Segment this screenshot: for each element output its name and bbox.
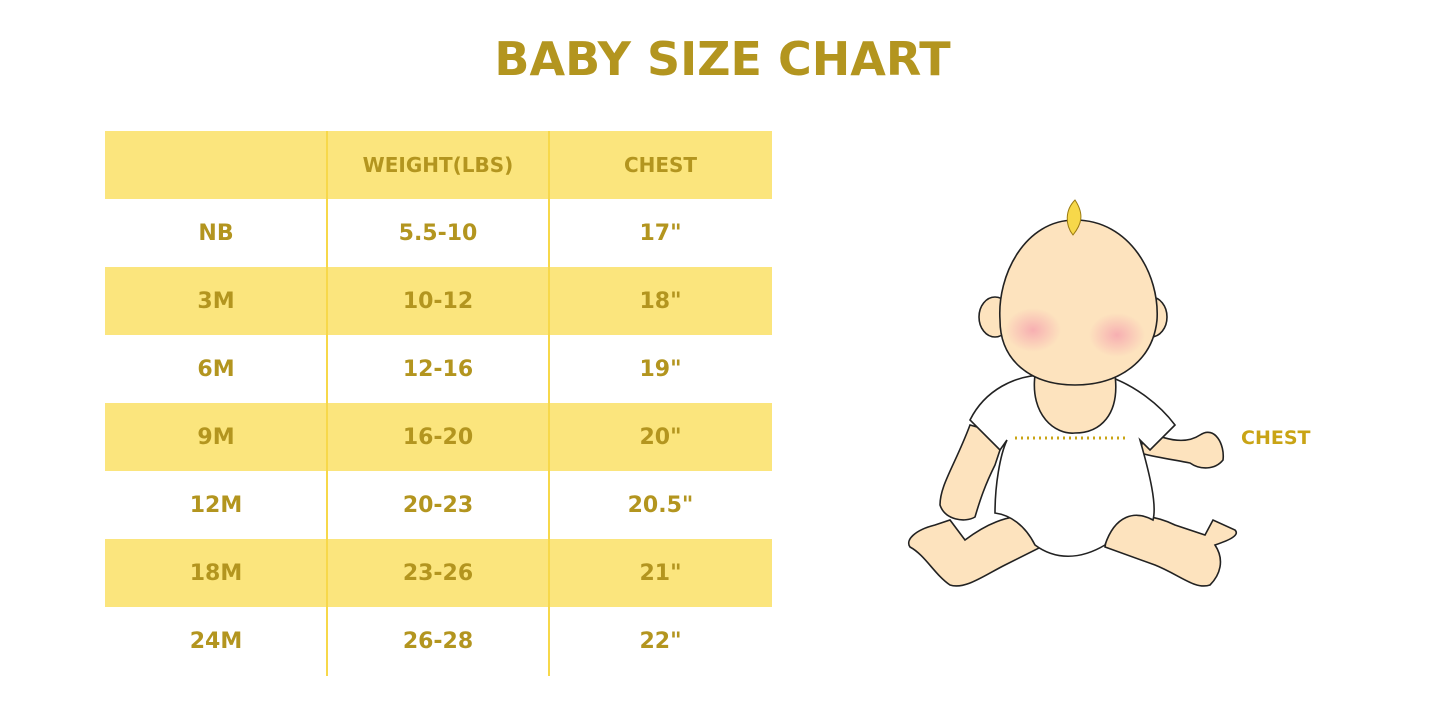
- table-header-row: WEIGHT(LBS) CHEST: [105, 131, 772, 199]
- chest-cell: 20": [639, 424, 682, 450]
- size-table: WEIGHT(LBS) CHEST NB 5.5-10 17" 3M 10-12 18" 6…: [105, 131, 772, 675]
- size-cell: 9M: [197, 424, 235, 450]
- table-row: 24M 26-28 22": [105, 607, 772, 675]
- column-divider: [326, 131, 328, 676]
- baby-illustration: [908, 199, 1237, 587]
- chest-cell: 20.5": [627, 492, 694, 518]
- weight-cell: 26-28: [402, 628, 474, 654]
- table-row: 3M 10-12 18": [105, 267, 772, 335]
- table-row: 9M 16-20 20": [105, 403, 772, 471]
- weight-cell: 10-12: [402, 288, 474, 314]
- table-row: NB 5.5-10 17": [105, 199, 772, 267]
- weight-cell: 23-26: [402, 560, 474, 586]
- size-cell: 6M: [197, 356, 235, 382]
- weight-cell: 12-16: [402, 356, 474, 382]
- header-chest: CHEST: [623, 153, 698, 177]
- table-row: 12M 20-23 20.5": [105, 471, 772, 539]
- size-cell: NB: [198, 220, 234, 246]
- header-weight: WEIGHT(LBS): [362, 153, 514, 177]
- table-row: 18M 23-26 21": [105, 539, 772, 607]
- weight-cell: 16-20: [402, 424, 474, 450]
- chest-cell: 22": [639, 628, 682, 654]
- size-cell: 12M: [189, 492, 243, 518]
- chest-cell: 18": [639, 288, 682, 314]
- chest-cell: 17": [639, 220, 682, 246]
- chest-cell: 21": [639, 560, 682, 586]
- table-row: 6M 12-16 19": [105, 335, 772, 403]
- size-cell: 3M: [197, 288, 235, 314]
- page-title: BABY SIZE CHART: [494, 32, 951, 86]
- weight-cell: 5.5-10: [398, 220, 478, 246]
- size-cell: 18M: [189, 560, 243, 586]
- column-divider: [548, 131, 550, 676]
- weight-cell: 20-23: [402, 492, 474, 518]
- chest-label: CHEST: [1241, 427, 1311, 449]
- header-size: [105, 131, 327, 199]
- chest-cell: 19": [639, 356, 682, 382]
- size-cell: 24M: [189, 628, 243, 654]
